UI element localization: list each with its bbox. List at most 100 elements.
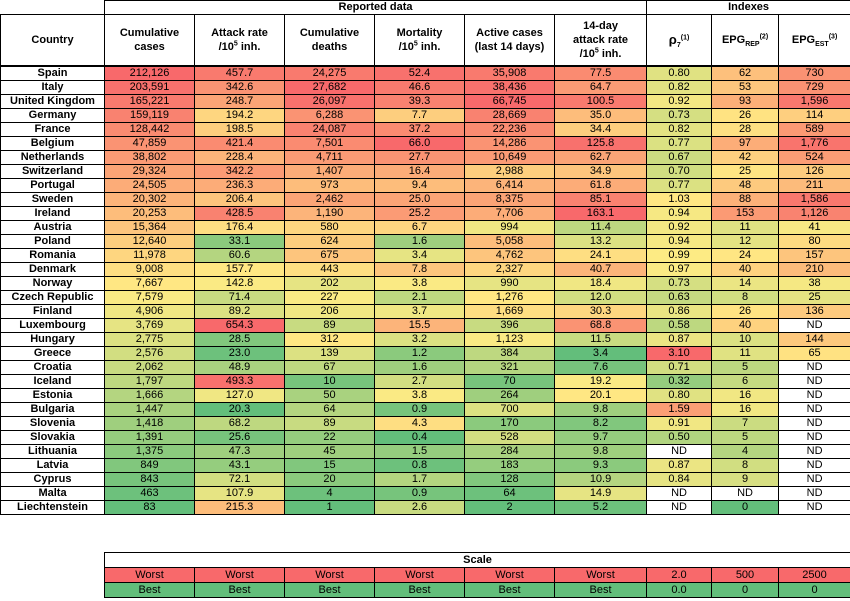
attack-rate-14day-cell: 85.1 <box>553 192 648 207</box>
rho7-cell: 0.73 <box>646 276 713 291</box>
attack-rate-cell: 25.6 <box>194 430 285 445</box>
rho7-cell: 0.32 <box>646 374 713 389</box>
mortality-cell: 3.4 <box>374 248 465 263</box>
table-row: Belgium 47,859 421.4 7,501 66.0 14,286 125.8 0.… <box>0 136 850 151</box>
cumulative-deaths-cell: 227 <box>284 290 375 305</box>
mortality-cell: 15.5 <box>374 318 465 333</box>
cumulative-cases-cell: 203,591 <box>104 80 195 95</box>
attack-rate-cell: 43.1 <box>194 458 285 473</box>
table-row: Cyprus 843 72.1 20 1.7 128 10.9 0.84 9 ND <box>0 472 850 487</box>
cumulative-deaths-cell: 7,501 <box>284 136 375 151</box>
rho7-cell: 0.77 <box>646 178 713 193</box>
attack-rate-cell: 107.9 <box>194 486 285 501</box>
country-name: Poland <box>0 234 105 249</box>
rho7-cell: ND <box>646 500 713 515</box>
mortality-cell: 1.6 <box>374 360 465 375</box>
epg-est-cell: 136 <box>778 304 850 319</box>
attack-rate-cell: 654.3 <box>194 318 285 333</box>
epg-rep-cell: 26 <box>711 304 780 319</box>
mortality-cell: 7.8 <box>374 262 465 277</box>
attack-rate-cell: 457.7 <box>194 65 285 81</box>
table-row: Finland 4,906 89.2 206 3.7 1,669 30.3 0.86 26 136 <box>0 304 850 319</box>
mortality-cell: 3.7 <box>374 304 465 319</box>
cumulative-deaths-cell: 675 <box>284 248 375 263</box>
active-cases-cell: 6,414 <box>464 178 555 193</box>
country-name: Netherlands <box>0 150 105 165</box>
active-cases-cell: 4,762 <box>464 248 555 263</box>
mortality-cell: 9.4 <box>374 178 465 193</box>
mortality-cell: 3.8 <box>374 388 465 403</box>
cumulative-cases-cell: 1,666 <box>104 388 195 403</box>
cumulative-deaths-cell: 10 <box>284 374 375 389</box>
attack-rate-14day-cell: 100.5 <box>553 94 648 109</box>
attack-rate-cell: 236.3 <box>194 178 285 193</box>
epg-est-cell: 729 <box>778 80 850 95</box>
epg-rep-cell: 25 <box>711 164 780 179</box>
epg-rep-cell: 48 <box>711 178 780 193</box>
epg-rep-cell: 40 <box>711 262 780 277</box>
cumulative-deaths-cell: 24,275 <box>284 65 375 81</box>
cumulative-deaths-cell: 20 <box>284 472 375 487</box>
cumulative-cases-cell: 11,978 <box>104 248 195 263</box>
epg-est-cell: 1,596 <box>778 94 850 109</box>
cumulative-deaths-cell: 89 <box>284 318 375 333</box>
rho7-cell: 0.67 <box>646 150 713 165</box>
active-cases-cell: 170 <box>464 416 555 431</box>
header-active-cases: Active cases (last 14 days) <box>464 14 555 67</box>
country-name: Austria <box>0 220 105 235</box>
country-name: Cyprus <box>0 472 105 487</box>
active-cases-cell: 5,058 <box>464 234 555 249</box>
active-cases-cell: 10,649 <box>464 150 555 165</box>
active-cases-cell: 700 <box>464 402 555 417</box>
attack-rate-14day-cell: 12.0 <box>553 290 648 305</box>
cumulative-deaths-cell: 4,711 <box>284 150 375 165</box>
cumulative-cases-cell: 7,667 <box>104 276 195 291</box>
epg-est-cell: ND <box>778 416 850 431</box>
active-cases-cell: 1,276 <box>464 290 555 305</box>
cumulative-deaths-cell: 4 <box>284 486 375 501</box>
active-cases-cell: 2 <box>464 500 555 515</box>
attack-rate-cell: 142.8 <box>194 276 285 291</box>
attack-rate-14day-cell: 19.2 <box>553 374 648 389</box>
epg-est-cell: ND <box>778 374 850 389</box>
epg-est-cell: 25 <box>778 290 850 305</box>
attack-rate-14day-cell: 163.1 <box>553 206 648 221</box>
country-name: Bulgaria <box>0 402 105 417</box>
cumulative-cases-cell: 2,775 <box>104 332 195 347</box>
scale-worst-cell: Worst <box>374 567 465 583</box>
active-cases-cell: 38,436 <box>464 80 555 95</box>
active-cases-cell: 128 <box>464 472 555 487</box>
active-cases-cell: 396 <box>464 318 555 333</box>
header-cumulative-cases: Cumulative cases <box>104 14 195 67</box>
mortality-cell: 3.2 <box>374 332 465 347</box>
data-table: Reported data Indexes Country Cumulative… <box>0 0 850 515</box>
attack-rate-14day-cell: 13.2 <box>553 234 648 249</box>
cumulative-deaths-cell: 1,407 <box>284 164 375 179</box>
cumulative-cases-cell: 2,062 <box>104 360 195 375</box>
epg-est-cell: ND <box>778 360 850 375</box>
mortality-cell: 39.3 <box>374 94 465 109</box>
table-row: Slovenia 1,418 68.2 89 4.3 170 8.2 0.91 7 ND <box>0 416 850 431</box>
table-row: Czech Republic 7,579 71.4 227 2.1 1,276 12.0 0.… <box>0 290 850 305</box>
active-cases-cell: 990 <box>464 276 555 291</box>
header-rho7: ρ7(1) <box>646 14 713 67</box>
attack-rate-cell: 127.0 <box>194 388 285 403</box>
active-cases-cell: 1,669 <box>464 304 555 319</box>
rho7-cell: 0.84 <box>646 472 713 487</box>
epg-est-cell: 157 <box>778 248 850 263</box>
active-cases-cell: 8,375 <box>464 192 555 207</box>
active-cases-cell: 528 <box>464 430 555 445</box>
epg-est-cell: 211 <box>778 178 850 193</box>
country-name: Czech Republic <box>0 290 105 305</box>
attack-rate-14day-cell: 11.4 <box>553 220 648 235</box>
rho7-cell: 0.70 <box>646 164 713 179</box>
attack-rate-14day-cell: 8.2 <box>553 416 648 431</box>
epg-rep-cell: 6 <box>711 374 780 389</box>
table-row: Ireland 20,253 428.5 1,190 25.2 7,706 163.1 0.9… <box>0 206 850 221</box>
cumulative-deaths-cell: 624 <box>284 234 375 249</box>
cumulative-deaths-cell: 2,462 <box>284 192 375 207</box>
cumulative-cases-cell: 1,391 <box>104 430 195 445</box>
table-row: Hungary 2,775 28.5 312 3.2 1,123 11.5 0.87 10 144 <box>0 332 850 347</box>
epg-rep-cell: 53 <box>711 80 780 95</box>
attack-rate-cell: 428.5 <box>194 206 285 221</box>
